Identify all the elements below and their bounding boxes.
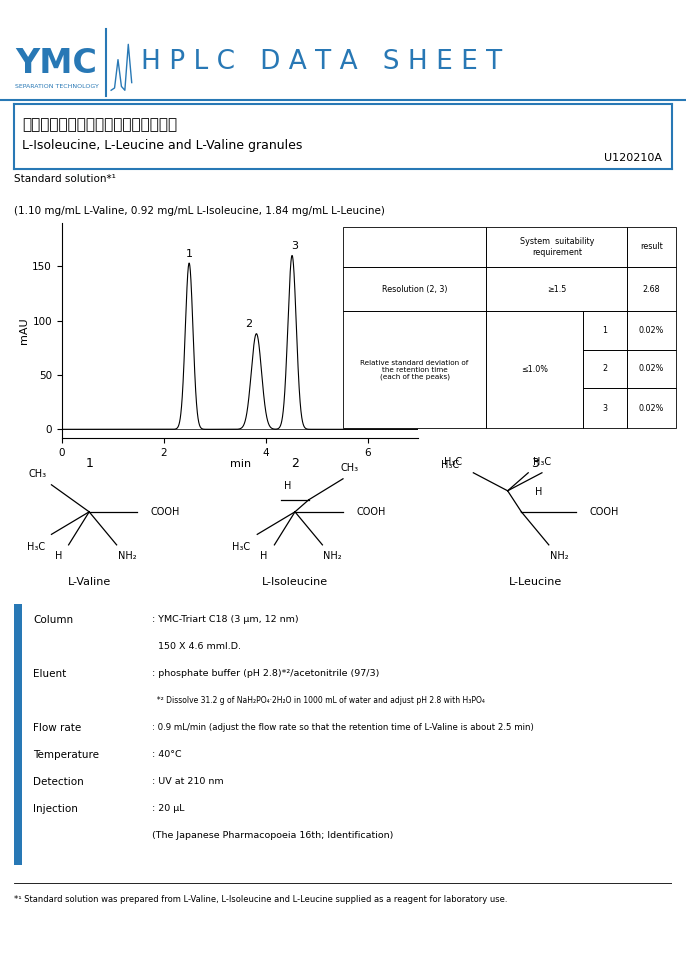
Text: 2.68: 2.68 <box>643 285 661 294</box>
Text: COOH: COOH <box>357 507 386 516</box>
Text: : 20 μL: : 20 μL <box>152 804 185 813</box>
Text: L-Leucine: L-Leucine <box>508 577 562 587</box>
Text: H: H <box>285 481 292 490</box>
Text: 2: 2 <box>245 320 252 329</box>
Bar <box>628 350 676 388</box>
Text: Flow rate: Flow rate <box>34 723 82 734</box>
Text: System  suitability
requirement: System suitability requirement <box>519 237 594 257</box>
Bar <box>486 311 582 428</box>
Text: イソロイシン・ロイシン・バリン顕粒: イソロイシン・ロイシン・バリン顕粒 <box>22 116 178 132</box>
Text: 0.02%: 0.02% <box>639 364 664 373</box>
Text: L-Isoleucine: L-Isoleucine <box>262 577 328 587</box>
Text: NH₂: NH₂ <box>323 550 342 561</box>
Bar <box>582 350 628 388</box>
Bar <box>343 267 486 311</box>
Text: Column: Column <box>34 615 73 625</box>
Text: 0.02%: 0.02% <box>639 326 664 335</box>
Bar <box>628 311 676 350</box>
Bar <box>628 227 676 267</box>
Text: Standard solution*¹: Standard solution*¹ <box>14 173 116 184</box>
Text: : UV at 210 nm: : UV at 210 nm <box>152 777 224 786</box>
Bar <box>486 227 628 267</box>
Text: 2: 2 <box>291 457 299 470</box>
Text: Resolution (2, 3): Resolution (2, 3) <box>382 285 447 294</box>
Text: ≤1.0%: ≤1.0% <box>521 365 548 374</box>
Bar <box>14 604 22 865</box>
Text: *¹ Standard solution was prepared from L-Valine, L-Isoleucine and L-Leucine supp: *¹ Standard solution was prepared from L… <box>14 895 507 904</box>
Text: CH₃: CH₃ <box>29 469 47 479</box>
Bar <box>582 311 628 350</box>
Text: H: H <box>55 550 62 561</box>
Text: H₃C: H₃C <box>442 459 460 470</box>
Text: Detection: Detection <box>34 777 84 787</box>
Text: H₃C: H₃C <box>533 456 551 467</box>
Text: Injection: Injection <box>34 804 78 814</box>
Text: H P L C   D A T A   S H E E T: H P L C D A T A S H E E T <box>141 49 502 75</box>
Bar <box>628 388 676 428</box>
Text: : 0.9 mL/min (adjust the flow rate so that the retention time of L-Valine is abo: : 0.9 mL/min (adjust the flow rate so th… <box>152 723 534 733</box>
Text: NH₂: NH₂ <box>117 550 137 561</box>
Text: 3: 3 <box>602 404 608 413</box>
Text: COOH: COOH <box>590 507 619 516</box>
Text: SEPARATION TECHNOLOGY: SEPARATION TECHNOLOGY <box>15 84 99 89</box>
Text: Relative standard deviation of
the retention time
(each of the peaks): Relative standard deviation of the reten… <box>360 359 469 380</box>
Text: 1: 1 <box>85 457 93 470</box>
Bar <box>486 267 628 311</box>
Text: CH₃: CH₃ <box>341 463 359 473</box>
Text: : phosphate buffer (pH 2.8)*²/acetonitrile (97/3): : phosphate buffer (pH 2.8)*²/acetonitri… <box>152 670 379 678</box>
Bar <box>343 227 486 267</box>
Text: 2: 2 <box>602 364 608 373</box>
Text: : 40°C: : 40°C <box>152 750 182 759</box>
Text: H₃C: H₃C <box>27 542 45 552</box>
Text: : YMC-Triart C18 (3 μm, 12 nm): : YMC-Triart C18 (3 μm, 12 nm) <box>152 615 298 624</box>
Text: Eluent: Eluent <box>34 670 67 679</box>
Bar <box>582 388 628 428</box>
Text: 0.02%: 0.02% <box>639 404 664 413</box>
Text: COOH: COOH <box>151 507 180 516</box>
Text: 3: 3 <box>291 241 298 251</box>
Text: 3: 3 <box>531 457 539 470</box>
Text: H: H <box>535 486 543 497</box>
Text: H₃C: H₃C <box>233 542 250 552</box>
Text: result: result <box>640 242 663 251</box>
Text: YMC: YMC <box>15 47 97 79</box>
Text: ≥1.5: ≥1.5 <box>547 285 567 294</box>
Y-axis label: mAU: mAU <box>19 317 29 344</box>
Text: Temperature: Temperature <box>34 750 99 761</box>
Text: 1: 1 <box>186 249 193 259</box>
X-axis label: min: min <box>230 459 250 469</box>
Text: L-Valine: L-Valine <box>67 577 111 587</box>
Text: (The Japanese Pharmacopoeia 16th; Identification): (The Japanese Pharmacopoeia 16th; Identi… <box>152 831 393 840</box>
Text: NH₂: NH₂ <box>549 550 569 561</box>
Text: 150 X 4.6 mmI.D.: 150 X 4.6 mmI.D. <box>152 642 241 651</box>
Text: 1: 1 <box>602 326 608 335</box>
Bar <box>343 311 486 428</box>
Text: *² Dissolve 31.2 g of NaH₂PO₄·2H₂O in 1000 mL of water and adjust pH 2.8 with H₃: *² Dissolve 31.2 g of NaH₂PO₄·2H₂O in 10… <box>152 697 485 705</box>
Text: H₃C: H₃C <box>444 456 462 467</box>
Text: (1.10 mg/mL L-Valine, 0.92 mg/mL L-Isoleucine, 1.84 mg/mL L-Leucine): (1.10 mg/mL L-Valine, 0.92 mg/mL L-Isole… <box>14 205 385 216</box>
Bar <box>628 267 676 311</box>
Text: U120210A: U120210A <box>604 153 663 164</box>
Text: L-Isoleucine, L-Leucine and L-Valine granules: L-Isoleucine, L-Leucine and L-Valine gra… <box>22 140 303 152</box>
Text: H: H <box>261 550 268 561</box>
